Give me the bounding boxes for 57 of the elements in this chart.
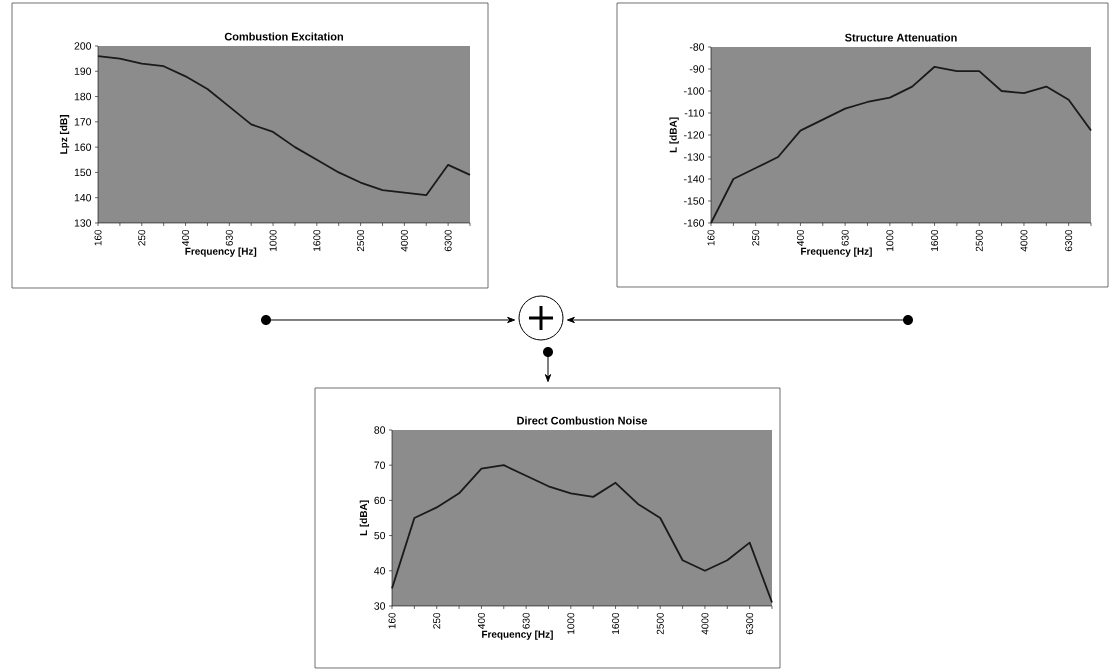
x-tick-label: 630 bbox=[225, 229, 233, 246]
chart-title: Structure Attenuation bbox=[845, 33, 957, 42]
x-tick-label: 6300 bbox=[746, 612, 754, 635]
x-tick-label: 1600 bbox=[612, 612, 620, 634]
x-tick-label: 1000 bbox=[886, 229, 894, 251]
y-tick-label: -160 bbox=[684, 219, 705, 227]
y-tick-label: 170 bbox=[74, 118, 92, 126]
x-tick-label: 6300 bbox=[444, 229, 452, 252]
x-tick-label: 2500 bbox=[357, 229, 365, 252]
x-axis-title: Frequency [Hz] bbox=[185, 247, 257, 257]
y-tick-label: -140 bbox=[684, 175, 705, 183]
x-tick-label: 2500 bbox=[975, 229, 983, 252]
y-axis-title: Lpz [dB] bbox=[59, 115, 70, 154]
x-tick-label: 400 bbox=[477, 612, 485, 629]
x-tick-label: 2500 bbox=[656, 612, 664, 635]
x-axis-title: Frequency [Hz] bbox=[482, 630, 553, 640]
x-tick-label: 630 bbox=[841, 229, 849, 246]
y-tick-label: 60 bbox=[374, 496, 386, 505]
y-tick-label: -120 bbox=[684, 131, 705, 139]
y-axis-title: L [dBA] bbox=[669, 117, 679, 153]
x-tick-label: 6300 bbox=[1065, 229, 1073, 252]
x-tick-label: 1600 bbox=[313, 229, 321, 251]
x-tick-label: 1000 bbox=[269, 229, 277, 251]
y-axis-title: L [dBA] bbox=[359, 500, 370, 536]
x-tick-label: 4000 bbox=[1020, 229, 1028, 252]
y-tick-label: -150 bbox=[684, 197, 705, 205]
x-tick-label: 1600 bbox=[931, 229, 939, 251]
y-tick-label: -110 bbox=[684, 109, 705, 117]
x-axis-title: Frequency [Hz] bbox=[801, 247, 872, 257]
x-tick-label: 1000 bbox=[567, 612, 575, 634]
y-tick-label: 130 bbox=[74, 219, 92, 227]
y-tick-label: 200 bbox=[74, 42, 92, 50]
x-tick-label: 630 bbox=[522, 612, 530, 629]
y-tick-label: -130 bbox=[684, 153, 705, 161]
y-tick-label: 50 bbox=[374, 531, 386, 540]
y-tick-label: 190 bbox=[74, 67, 92, 75]
y-tick-label: 80 bbox=[374, 426, 386, 434]
x-tick-label: 400 bbox=[182, 229, 190, 246]
y-tick-label: 30 bbox=[374, 602, 386, 610]
y-tick-label: 40 bbox=[374, 567, 386, 575]
y-tick-label: 160 bbox=[74, 143, 92, 151]
y-tick-label: -100 bbox=[684, 87, 705, 95]
y-tick-label: 150 bbox=[74, 168, 92, 177]
x-tick-label: 250 bbox=[138, 229, 146, 246]
y-tick-label: 70 bbox=[374, 461, 386, 469]
x-tick-label: 400 bbox=[796, 229, 804, 246]
y-tick-label: -90 bbox=[689, 65, 705, 73]
line-series bbox=[97, 55, 471, 197]
chart-title: Direct Combustion Noise bbox=[517, 416, 648, 425]
chart-title: Combustion Excitation bbox=[224, 32, 343, 41]
x-tick-label: 250 bbox=[752, 229, 760, 246]
x-tick-label: 4000 bbox=[701, 612, 709, 635]
y-tick-label: 180 bbox=[74, 92, 92, 101]
y-tick-label: -80 bbox=[689, 43, 705, 51]
y-tick-label: 140 bbox=[74, 194, 92, 202]
x-tick-label: 250 bbox=[433, 612, 441, 629]
x-tick-label: 4000 bbox=[400, 229, 408, 252]
